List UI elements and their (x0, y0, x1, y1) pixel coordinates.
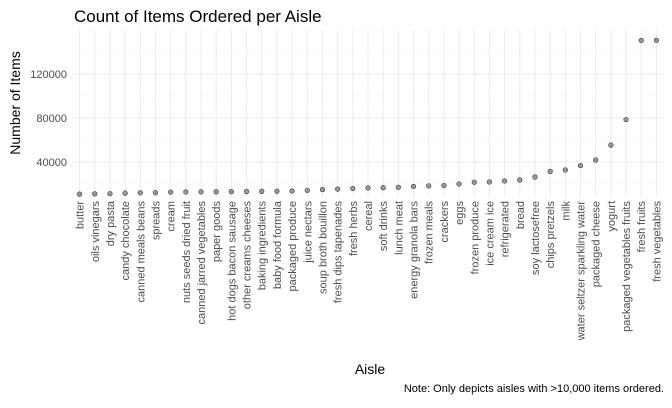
data-point (289, 188, 295, 194)
x-tick-label: packaged vegetables fruits (621, 201, 633, 332)
y-tick-label: 120000 (30, 69, 67, 81)
data-point (152, 190, 159, 196)
x-tick-label: soup broth bouillon (317, 201, 329, 294)
x-tick-label: frozen produce (469, 201, 481, 274)
x-tick-label: candy chocolate (120, 201, 132, 281)
x-tick-label: juice nectars (302, 201, 314, 264)
data-point (638, 37, 644, 44)
data-point (547, 168, 553, 175)
x-axis-title: Aisle (355, 361, 386, 377)
data-point (502, 178, 508, 184)
x-tick-label: nuts seeds dried fruit (181, 201, 193, 303)
x-tick-label: energy granola bars (409, 201, 421, 299)
x-tick-label: yogurt (606, 201, 618, 232)
x-tick-label: spreads (150, 201, 162, 241)
data-point (380, 185, 386, 191)
data-point (562, 167, 568, 173)
data-point (517, 177, 523, 183)
x-tick-label: soft drinks (378, 201, 390, 252)
x-tick-label: soy lactosefree (530, 201, 542, 275)
data-point (183, 189, 189, 195)
data-point (410, 183, 417, 190)
x-tick-label: dry pasta (105, 200, 117, 246)
data-points (76, 37, 660, 197)
data-point (653, 37, 660, 43)
x-tick-label: frozen meals (424, 201, 436, 264)
data-point (137, 190, 143, 196)
data-point (486, 179, 493, 185)
x-tick-label: oils vinegars (90, 201, 102, 263)
data-point (319, 186, 326, 193)
data-point (608, 142, 614, 148)
x-tick-label: crackers (439, 201, 451, 243)
data-point (107, 191, 113, 197)
y-tick-label: 80000 (36, 113, 67, 125)
x-tick-label: milk (560, 201, 572, 221)
x-tick-label: hot dogs bacon sausage (226, 201, 238, 321)
x-tick-label: refrigerated (500, 201, 512, 257)
data-point (304, 187, 310, 193)
data-point (456, 181, 462, 187)
x-tick-label: canned jarred vegetables (196, 201, 208, 325)
data-point (122, 190, 128, 196)
data-point (593, 157, 599, 163)
data-point (532, 174, 538, 180)
x-tick-label: bread (515, 201, 527, 229)
x-tick-label: water seltzer sparkling water (576, 201, 588, 342)
data-point (92, 191, 98, 197)
x-tick-label: ice cream ice (484, 201, 496, 266)
x-tick-labels: butter oils vinegars dry pasta candy chocol… (75, 200, 664, 341)
chart-title: Count of Items Ordered per Aisle (74, 7, 322, 26)
data-point (259, 188, 265, 194)
x-tick-label: chips pretzels (545, 201, 557, 269)
data-point (426, 183, 432, 189)
data-point (365, 185, 371, 191)
data-point (228, 189, 234, 195)
data-point (441, 182, 447, 189)
data-point (243, 188, 250, 195)
x-tick-label: cream (166, 201, 178, 232)
y-axis-title: Number of Items (7, 51, 23, 154)
data-point (274, 188, 280, 194)
data-point (577, 162, 584, 169)
data-point (350, 185, 356, 192)
x-tick-label: baking ingredients (257, 201, 269, 291)
x-tick-label: fresh vegetables (651, 201, 663, 282)
x-tick-label: packaged produce (287, 201, 299, 292)
x-tick-label: fresh herbs (348, 201, 360, 257)
y-tick-label: 40000 (36, 157, 67, 169)
gridlines (72, 30, 664, 197)
x-tick-label: lunch meat (393, 201, 405, 255)
data-point (623, 116, 629, 123)
x-tick-label: packaged cheese (591, 201, 603, 287)
x-tick-label: cereal (363, 201, 375, 231)
data-point (168, 189, 174, 195)
data-point (198, 189, 204, 195)
data-point (213, 189, 219, 195)
data-point (395, 184, 401, 190)
x-tick-label: fresh dips tapenades (333, 201, 345, 304)
x-tick-label: butter (75, 201, 87, 229)
x-tick-label: fresh fruits (636, 201, 648, 253)
data-point (335, 186, 341, 192)
x-tick-label: baby food formula (272, 200, 284, 289)
data-point (76, 191, 83, 197)
x-tick-label: eggs (454, 201, 466, 225)
x-tick-label: paper goods (211, 201, 223, 263)
chart-caption: Note: Only depicts aisles with >10,000 i… (404, 383, 664, 395)
x-tick-label: canned meals beans (135, 201, 147, 303)
x-tick-label: other creams cheeses (242, 201, 254, 310)
y-tick-labels: 40000 80000 120000 (30, 69, 67, 169)
data-point (471, 179, 477, 185)
